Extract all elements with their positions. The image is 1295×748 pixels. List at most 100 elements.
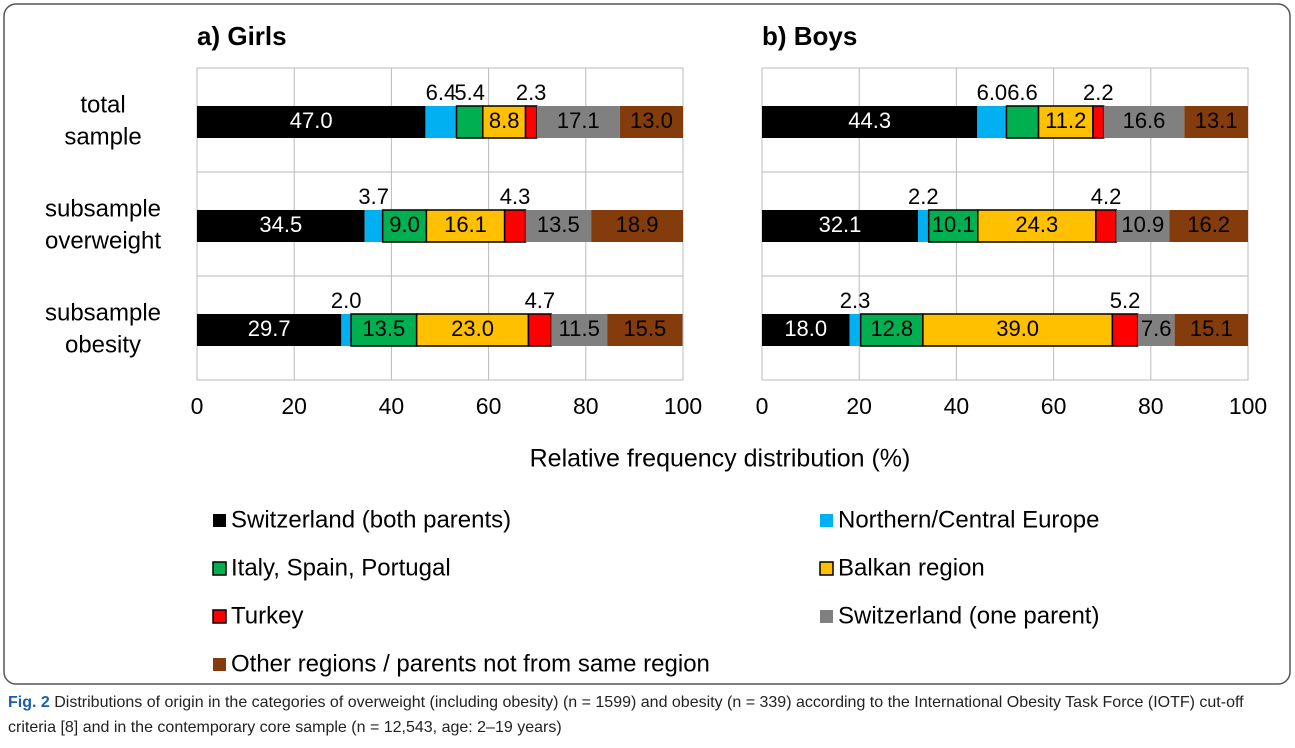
bar-segment — [341, 314, 352, 346]
bar-segment — [1103, 106, 1185, 138]
bar-segment — [551, 314, 608, 346]
x-tick-label: 40 — [944, 393, 970, 419]
data-label: 10.1 — [932, 212, 975, 237]
legend-swatch — [212, 561, 227, 576]
data-label: 2.2 — [1083, 80, 1114, 105]
data-label: 47.0 — [290, 108, 333, 133]
data-label: 15.5 — [623, 316, 666, 341]
bar-segment — [197, 106, 426, 138]
panel-title: a) Girls — [197, 21, 287, 51]
x-tick-label: 20 — [281, 393, 307, 419]
data-label: 16.2 — [1187, 212, 1230, 237]
data-label: 15.1 — [1190, 316, 1233, 341]
x-tick-label: 0 — [191, 393, 204, 419]
data-label: 2.0 — [331, 288, 362, 313]
bar-segment — [619, 106, 683, 138]
bar-segment — [762, 210, 919, 242]
x-axis-label: Relative frequency distribution (%) — [530, 445, 911, 473]
data-label: 16.6 — [1123, 108, 1166, 133]
x-tick-label: 80 — [1138, 393, 1164, 419]
data-label: 17.1 — [557, 108, 600, 133]
bar-segment — [524, 105, 538, 139]
bar-segment — [1137, 314, 1175, 346]
x-tick-label: 60 — [1041, 393, 1067, 419]
data-label: 6.6 — [1007, 80, 1038, 105]
caption: Fig. 2 Distributions of origin in the ca… — [8, 690, 1283, 740]
legend-label: Balkan region — [838, 554, 985, 581]
bar-segment — [977, 106, 1007, 138]
bar-segment — [1005, 105, 1040, 139]
legend-swatch — [212, 609, 227, 624]
legend-swatch — [820, 514, 833, 527]
data-label: 2.3 — [516, 80, 547, 105]
legend-label: Switzerland (both parents) — [231, 506, 511, 533]
data-label: 4.3 — [500, 184, 531, 209]
x-tick-label: 80 — [573, 393, 599, 419]
x-tick-label: 0 — [756, 393, 769, 419]
data-label: 24.3 — [1015, 212, 1058, 237]
bar-segment — [1184, 106, 1248, 138]
caption-label: Fig. 2 — [8, 694, 50, 711]
x-tick-label: 20 — [846, 393, 872, 419]
chart: Relative frequency distribution (%) a) G… — [3, 3, 1291, 685]
data-label: 11.2 — [1045, 108, 1086, 133]
data-label: 13.5 — [537, 212, 580, 237]
data-label: 2.3 — [840, 288, 871, 313]
data-label: 18.9 — [616, 212, 659, 237]
data-label: 5.2 — [1110, 288, 1141, 313]
data-label: 32.1 — [819, 212, 862, 237]
bar-segment — [364, 210, 383, 242]
data-label: 8.8 — [489, 108, 520, 133]
y-tick-label: total — [80, 91, 125, 118]
bar-segment — [455, 105, 484, 139]
bar-segment — [922, 313, 1114, 347]
data-label: 10.9 — [1121, 212, 1164, 237]
bar-segment — [536, 106, 620, 138]
bar-segment — [859, 313, 924, 347]
bar-segment — [591, 210, 683, 242]
data-label: 6.0 — [977, 80, 1008, 105]
x-tick-label: 40 — [379, 393, 405, 419]
bar-segment — [1092, 105, 1105, 139]
data-label: 6.4 — [426, 80, 457, 105]
bar-segment — [197, 314, 342, 346]
y-tick-label: subsample — [45, 299, 161, 326]
x-tick-label: 60 — [476, 393, 502, 419]
data-label: 9.0 — [389, 212, 420, 237]
data-label: 23.0 — [451, 316, 494, 341]
frame — [3, 3, 1291, 685]
bar-segment — [525, 210, 592, 242]
bar-segment — [1169, 210, 1248, 242]
legend-swatch — [819, 561, 834, 576]
data-label: 34.5 — [259, 212, 302, 237]
y-tick-label: sample — [64, 123, 141, 150]
x-tick-label: 100 — [1229, 393, 1267, 419]
bar-segment — [1037, 105, 1094, 139]
y-tick-label: overweight — [45, 227, 161, 254]
bar-segment — [762, 314, 850, 346]
data-label: 4.7 — [525, 288, 556, 313]
data-label: 12.8 — [870, 316, 913, 341]
data-label: 11.5 — [559, 316, 600, 341]
bar-segment — [503, 209, 527, 243]
legend-label: Switzerland (one parent) — [838, 602, 1099, 629]
data-label: 5.4 — [454, 80, 485, 105]
data-label: 29.7 — [248, 316, 291, 341]
bar-segment — [527, 313, 553, 347]
data-label: 16.1 — [444, 212, 487, 237]
y-tick-label: subsample — [45, 195, 161, 222]
bar-segment — [197, 210, 365, 242]
legend-swatch — [213, 658, 226, 671]
bar-segment — [762, 106, 978, 138]
data-label: 44.3 — [848, 108, 891, 133]
bar-segment — [1111, 313, 1139, 347]
bar-segment — [425, 106, 457, 138]
y-tick-label: obesity — [65, 331, 141, 358]
data-label: 13.5 — [362, 316, 405, 341]
caption-text: Distributions of origin in the categorie… — [8, 694, 1244, 736]
legend-label: Northern/Central Europe — [838, 506, 1099, 533]
data-label: 18.0 — [784, 316, 827, 341]
bar-segment — [927, 209, 979, 243]
panel-title: b) Boys — [762, 21, 857, 51]
